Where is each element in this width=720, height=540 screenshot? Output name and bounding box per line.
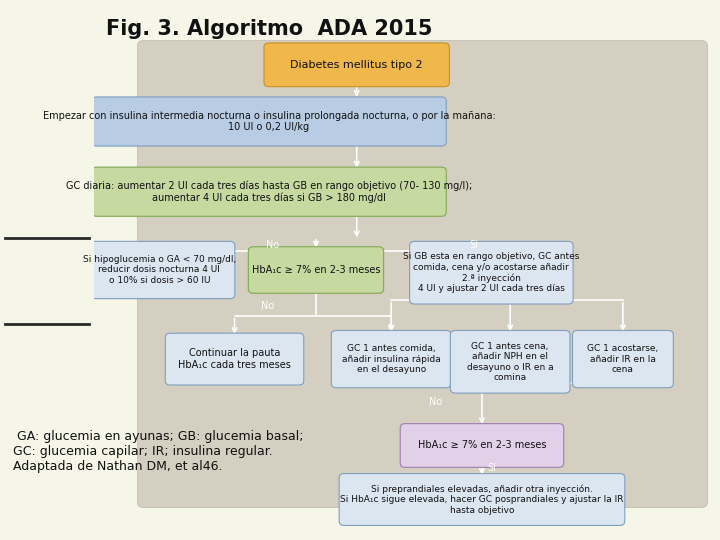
FancyBboxPatch shape [166,333,304,385]
FancyBboxPatch shape [331,330,451,388]
FancyBboxPatch shape [264,43,449,86]
Text: Empezar con insulina intermedia nocturna o insulina prolongada nocturna, o por l: Empezar con insulina intermedia nocturna… [42,111,495,132]
Text: GC 1 antes comida,
añadir insulina rápida
en el desayuno: GC 1 antes comida, añadir insulina rápid… [342,344,441,374]
FancyBboxPatch shape [400,423,564,467]
Text: Sí: Sí [469,240,478,251]
FancyBboxPatch shape [410,241,573,304]
Text: No: No [261,301,275,311]
FancyBboxPatch shape [91,167,446,216]
Text: Continuar la pauta
HbA₁c cada tres meses: Continuar la pauta HbA₁c cada tres meses [178,348,291,370]
FancyBboxPatch shape [572,330,673,388]
Text: Sí: Sí [487,463,496,473]
Text: Si hipoglucemia o GA < 70 mg/dl,
reducir dosis nocturna 4 UI
o 10% si dosis > 60: Si hipoglucemia o GA < 70 mg/dl, reducir… [83,255,236,285]
Text: No: No [428,397,442,407]
FancyBboxPatch shape [339,474,625,525]
FancyBboxPatch shape [91,97,446,146]
Text: GC diaria: aumentar 2 UI cada tres días hasta GB en rango objetivo (70- 130 mg/l: GC diaria: aumentar 2 UI cada tres días … [66,180,472,203]
Text: Si GB esta en rango objetivo, GC antes
comida, cena y/o acostarse añadir
2.ª iny: Si GB esta en rango objetivo, GC antes c… [403,252,580,293]
FancyBboxPatch shape [138,40,708,508]
Text: GC 1 acostarse,
añadir IR en la
cena: GC 1 acostarse, añadir IR en la cena [588,344,659,374]
Text: HbA₁c ≥ 7% en 2-3 meses: HbA₁c ≥ 7% en 2-3 meses [252,265,380,275]
Text: No: No [266,240,279,251]
Text: Si preprandiales elevadas, añadir otra inyección.
Si HbA₁c sigue elevada, hacer : Si preprandiales elevadas, añadir otra i… [341,484,624,515]
Text: Fig. 3. Algoritmo  ADA 2015: Fig. 3. Algoritmo ADA 2015 [106,19,433,39]
FancyBboxPatch shape [248,247,384,293]
FancyBboxPatch shape [84,241,235,299]
Text: GA: glucemia en ayunas; GB: glucemia basal;
GC: glucemia capilar; IR; insulina r: GA: glucemia en ayunas; GB: glucemia bas… [13,430,304,474]
Text: GC 1 antes cena,
añadir NPH en el
desayuno o IR en a
comina: GC 1 antes cena, añadir NPH en el desayu… [467,342,554,382]
Text: Diabetes mellitus tipo 2: Diabetes mellitus tipo 2 [290,60,423,70]
FancyBboxPatch shape [450,330,570,393]
Text: HbA₁c ≥ 7% en 2-3 meses: HbA₁c ≥ 7% en 2-3 meses [418,441,546,450]
